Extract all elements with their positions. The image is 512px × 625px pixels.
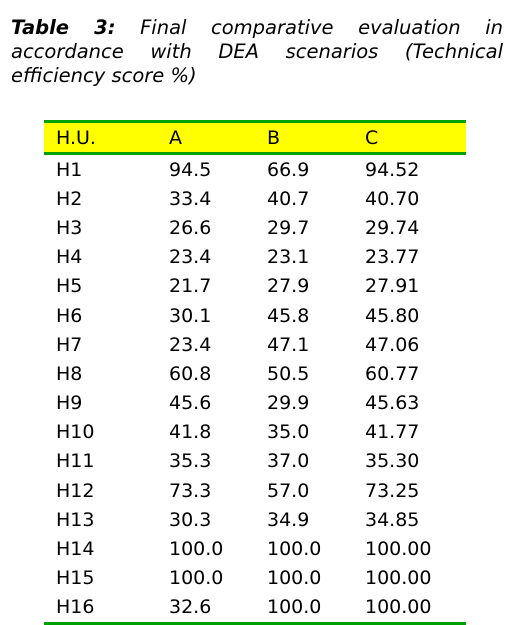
table-cell-c: 45.63 — [365, 392, 420, 415]
table-body: H1 94.5 66.9 94.52 H2 33.4 40.7 40.70 H3 26.6 29.7… — [44, 154, 466, 625]
table-cell-a: 30.1 — [169, 304, 212, 327]
table-cell-b: 29.7 — [267, 216, 310, 239]
table-cell-c: 47.06 — [365, 333, 420, 356]
table-row: H2 33.4 40.7 40.70 — [44, 184, 466, 213]
table-cell-a: 23.4 — [169, 246, 212, 269]
table-cell-c: 27.91 — [365, 275, 420, 298]
table-header-row: H.U. A B C — [44, 120, 466, 155]
table-cell-c: 45.80 — [365, 304, 420, 327]
table-cell-hu: H13 — [56, 508, 95, 531]
table-cell-hu: H4 — [56, 246, 83, 269]
table-row: H3 26.6 29.7 29.74 — [44, 213, 466, 242]
table-cell-b: 66.9 — [267, 158, 310, 181]
table-cell-a: 94.5 — [169, 158, 212, 181]
table-cell-b: 27.9 — [267, 275, 310, 298]
table-row: H9 45.6 29.9 45.63 — [44, 389, 466, 418]
table-cell-hu: H2 — [56, 187, 83, 210]
table-cell-c: 60.77 — [365, 362, 420, 385]
table-row: H10 41.8 35.0 41.77 — [44, 418, 466, 447]
table-cell-hu: H7 — [56, 333, 83, 356]
table-row: H8 60.8 50.5 60.77 — [44, 359, 466, 388]
table-cell-hu: H12 — [56, 479, 95, 502]
cut-off-body-text — [44, 612, 504, 622]
table-row: H4 23.4 23.1 23.77 — [44, 243, 466, 272]
table-cell-hu: H1 — [56, 158, 83, 181]
header-cell-a: A — [157, 120, 255, 155]
efficiency-table: H.U. A B C H1 94.5 66.9 94.52 H2 33.4 40.7 40.7… — [44, 120, 466, 625]
table-cell-b: 34.9 — [267, 508, 310, 531]
table-cell-c: 100.00 — [365, 567, 432, 590]
table-cell-hu: H11 — [56, 450, 95, 473]
table-cell-hu: H8 — [56, 362, 83, 385]
table-row: H15 100.0 100.0 100.00 — [44, 564, 466, 593]
table-cell-a: 23.4 — [169, 333, 212, 356]
table-cell-hu: H5 — [56, 275, 83, 298]
table-row: H1 94.5 66.9 94.52 — [44, 154, 466, 185]
table-row: H5 21.7 27.9 27.91 — [44, 272, 466, 301]
table-cell-c: 29.74 — [365, 216, 420, 239]
table-row: H11 35.3 37.0 35.30 — [44, 447, 466, 476]
table-caption: Table 3: Final comparative evaluation in… — [11, 16, 503, 88]
table-cell-c: 34.85 — [365, 508, 420, 531]
table-cell-b: 45.8 — [267, 304, 310, 327]
table-cell-c: 73.25 — [365, 479, 420, 502]
table-cell-hu: H3 — [56, 216, 83, 239]
table-cell-b: 100.0 — [267, 567, 322, 590]
table-cell-b: 100.0 — [255, 592, 353, 625]
table-cell-b: 23.1 — [267, 246, 310, 269]
table-cell-a: 33.4 — [169, 187, 212, 210]
table-cell-c: 23.77 — [365, 246, 420, 269]
table-cell-a: 60.8 — [169, 362, 212, 385]
table-cell-a: 45.6 — [169, 392, 212, 415]
table-cell-a: 100.0 — [169, 538, 224, 561]
table-cell-hu: H14 — [56, 538, 95, 561]
table-cell-b: 29.9 — [267, 392, 310, 415]
table-cell-b: 40.7 — [267, 187, 310, 210]
table-row: H7 23.4 47.1 47.06 — [44, 330, 466, 359]
table-cell-c: 41.77 — [365, 421, 420, 444]
table-row: H12 73.3 57.0 73.25 — [44, 476, 466, 505]
table-cell-a: 30.3 — [169, 508, 212, 531]
table-row: H6 30.1 45.8 45.80 — [44, 301, 466, 330]
table-cell-a: 41.8 — [169, 421, 212, 444]
table-row: H14 100.0 100.0 100.00 — [44, 534, 466, 563]
header-cell-b: B — [255, 120, 353, 155]
table-row: H13 30.3 34.9 34.85 — [44, 505, 466, 534]
table-cell-a: 26.6 — [169, 216, 212, 239]
header-cell-hu: H.U. — [44, 120, 157, 155]
table-cell-c: 94.52 — [365, 158, 420, 181]
table-cell-a: 21.7 — [169, 275, 212, 298]
table-cell-c: 35.30 — [365, 450, 420, 473]
table-cell-c: 40.70 — [365, 187, 420, 210]
table-container: H.U. A B C H1 94.5 66.9 94.52 H2 33.4 40.7 40.7… — [44, 120, 466, 625]
table-cell-c: 100.00 — [365, 538, 432, 561]
table-cell-a: 100.0 — [169, 567, 224, 590]
table-cell-b: 35.0 — [267, 421, 310, 444]
table-cell-hu: H9 — [56, 392, 83, 415]
table-cell-b: 47.1 — [267, 333, 310, 356]
table-cell-b: 57.0 — [267, 479, 310, 502]
table-cell-b: 37.0 — [267, 450, 310, 473]
table-cell-a: 73.3 — [169, 479, 212, 502]
table-caption-text: Final comparative evaluation in accordan… — [11, 16, 503, 87]
header-cell-c: C — [353, 120, 466, 155]
table-cell-b: 100.0 — [267, 538, 322, 561]
table-cell-hu: H10 — [56, 421, 95, 444]
table-cell-hu: H15 — [56, 567, 95, 590]
table-cell-a: 35.3 — [169, 450, 212, 473]
table-cell-hu: H6 — [56, 304, 83, 327]
table-caption-label: Table 3: — [11, 16, 116, 39]
table-cell-b: 50.5 — [267, 362, 310, 385]
